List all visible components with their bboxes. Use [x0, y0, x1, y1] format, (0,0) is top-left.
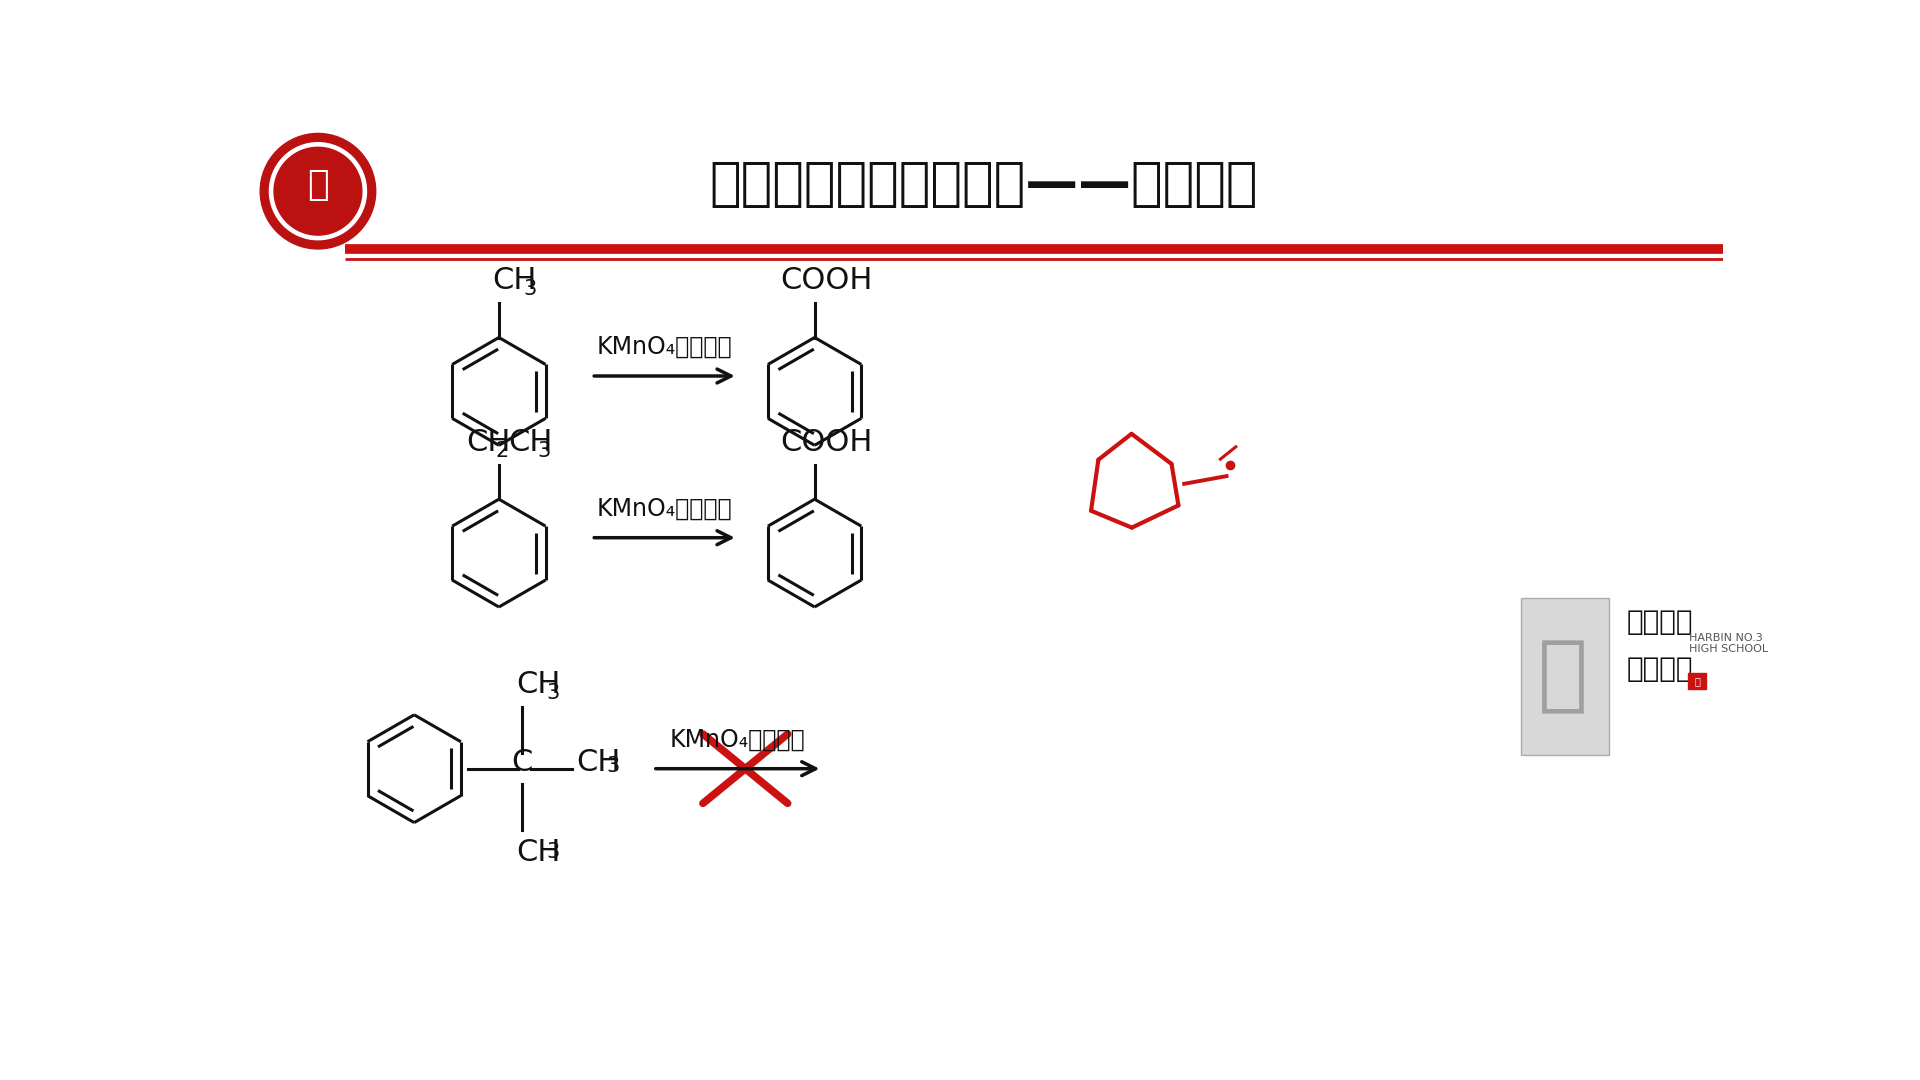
Text: 3: 3: [547, 841, 561, 862]
Circle shape: [269, 143, 367, 240]
Text: CH: CH: [493, 266, 538, 295]
Text: 宝: 宝: [307, 168, 328, 202]
Text: COOH: COOH: [780, 428, 872, 457]
Text: 三: 三: [1693, 676, 1699, 686]
Text: CH: CH: [576, 748, 620, 777]
Text: COOH: COOH: [780, 266, 872, 295]
Text: KMnO₄酸性溶液: KMnO₄酸性溶液: [670, 728, 804, 752]
Text: CH: CH: [467, 428, 511, 457]
Text: 严谨求是: 严谨求是: [1626, 654, 1693, 683]
Text: CH: CH: [516, 838, 561, 867]
Text: HARBIN NO.3: HARBIN NO.3: [1688, 633, 1763, 643]
Text: 3: 3: [607, 756, 620, 777]
Text: 敦品励学: 敦品励学: [1626, 608, 1693, 636]
FancyBboxPatch shape: [1521, 597, 1609, 755]
Text: KMnO₄酸性溶液: KMnO₄酸性溶液: [597, 497, 732, 521]
Text: 獅: 獅: [1538, 636, 1588, 717]
Circle shape: [275, 147, 361, 235]
Text: 苯的同系物的化学性质——氧化反应: 苯的同系物的化学性质——氧化反应: [710, 158, 1258, 210]
Circle shape: [261, 134, 376, 249]
FancyBboxPatch shape: [1688, 673, 1707, 689]
Text: KMnO₄酸性溶液: KMnO₄酸性溶液: [597, 335, 732, 359]
Text: CH: CH: [516, 671, 561, 700]
Text: 2: 2: [495, 441, 509, 461]
Text: C: C: [511, 748, 532, 777]
Text: 3: 3: [547, 684, 561, 703]
Text: HIGH SCHOOL: HIGH SCHOOL: [1688, 645, 1768, 654]
Text: 3: 3: [524, 279, 538, 299]
Text: 3: 3: [538, 441, 551, 461]
Text: CH: CH: [509, 428, 553, 457]
